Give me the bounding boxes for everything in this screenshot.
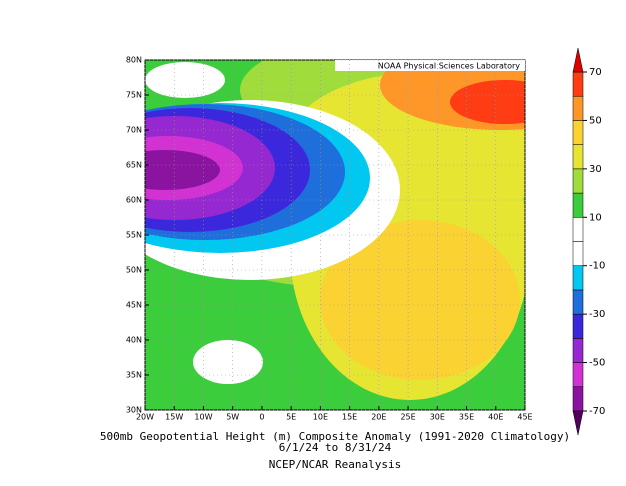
- colorbar-segment: [572, 265, 584, 291]
- x-tick-label: 40E: [488, 413, 503, 422]
- anomaly-field: [145, 60, 525, 410]
- colorbar-label: -30: [589, 309, 605, 320]
- colorbar-segment: [572, 71, 584, 97]
- colorbar-under: [572, 410, 584, 436]
- source: NCEP/NCAR Reanalysis: [269, 458, 401, 471]
- y-tick-label: 30N: [126, 406, 142, 415]
- y-tick-label: 65N: [126, 161, 142, 170]
- colorbar-segment: [572, 95, 584, 121]
- x-tick-label: 20W: [136, 413, 154, 422]
- colorbar-segment: [572, 386, 584, 412]
- x-tick-label: 10E: [313, 413, 328, 422]
- title: 500mb Geopotential Height (m) Composite …: [100, 430, 570, 443]
- colorbar-segment: [572, 362, 584, 388]
- x-tick-label: 25E: [400, 413, 415, 422]
- colorbar-segment: [572, 120, 584, 145]
- x-tick-label: 15W: [165, 413, 183, 422]
- y-tick-label: 60N: [126, 196, 142, 205]
- x-tick-label: 0: [259, 413, 264, 422]
- subtitle: 6/1/24 to 8/31/24: [279, 441, 392, 454]
- colorbar-segment: [572, 338, 584, 363]
- colorbar-label: 50: [589, 115, 602, 126]
- y-tick-label: 80N: [126, 56, 142, 65]
- x-tick-label: 45E: [517, 413, 532, 422]
- colorbar-segment: [572, 289, 584, 315]
- colorbar-label: 30: [589, 164, 602, 175]
- credit-box: [335, 60, 525, 71]
- colorbar-segment: [572, 217, 584, 242]
- x-tick-label: 10W: [194, 413, 212, 422]
- y-tick-label: 50N: [126, 266, 142, 275]
- x-tick-label: 5E: [286, 413, 296, 422]
- colorbar-label: -50: [589, 358, 605, 369]
- colorbar-segment: [572, 241, 584, 266]
- credit: NOAA Physical Sciences Laboratory: [378, 62, 521, 71]
- colorbar-segment: [572, 313, 584, 339]
- y-tick-label: 55N: [126, 231, 142, 240]
- colorbar-label: -70: [589, 406, 605, 417]
- y-tick-label: 70N: [126, 126, 142, 135]
- y-tick-label: 45N: [126, 301, 142, 310]
- y-tick-label: 40N: [126, 336, 142, 345]
- y-tick-label: 75N: [126, 91, 142, 100]
- x-tick-label: 30E: [430, 413, 445, 422]
- colorbar-label: -10: [589, 261, 605, 272]
- colorbar-segment: [572, 168, 584, 194]
- colorbar-over: [572, 47, 584, 73]
- colorbar-segment: [572, 192, 584, 218]
- x-tick-label: 35E: [459, 413, 474, 422]
- x-tick-label: 20E: [371, 413, 386, 422]
- colorbar-segment: [572, 144, 584, 170]
- x-tick-label: 5W: [226, 413, 239, 422]
- colorbar-label: 10: [589, 212, 602, 223]
- colorbar-label: 70: [589, 67, 602, 78]
- y-tick-label: 35N: [126, 371, 142, 380]
- x-tick-label: 15E: [342, 413, 357, 422]
